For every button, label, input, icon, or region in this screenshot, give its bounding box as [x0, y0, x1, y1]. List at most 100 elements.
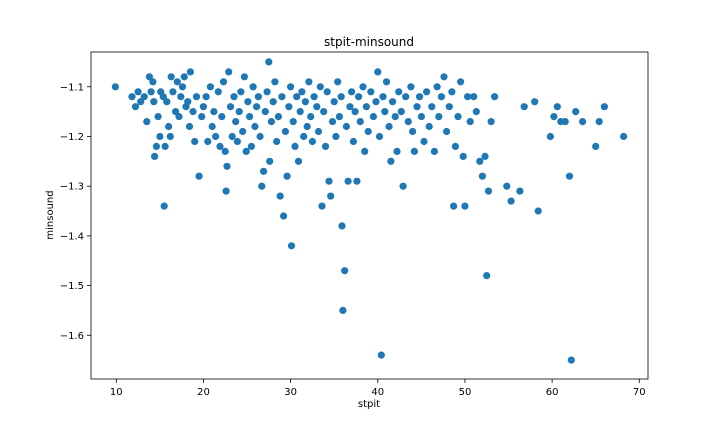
- x-axis-ticks: 10 20 30 40 50 60 70: [110, 379, 646, 398]
- data-point-61: [239, 127, 247, 136]
- data-point-101: [307, 113, 315, 121]
- data-point-48: [218, 113, 226, 121]
- data-point-142: [381, 108, 389, 116]
- data-point-43: [208, 122, 216, 131]
- data-point-181: [472, 108, 480, 116]
- data-point-5: [140, 93, 148, 101]
- data-point-100: [305, 78, 313, 86]
- data-point-171: [448, 88, 456, 96]
- data-point-39: [199, 103, 207, 111]
- data-point-85: [280, 212, 288, 220]
- data-point-40: [202, 93, 210, 101]
- data-point-157: [413, 103, 421, 111]
- data-point-92: [291, 142, 299, 150]
- data-point-131: [359, 83, 367, 91]
- data-point-182: [476, 157, 484, 165]
- data-point-155: [409, 127, 417, 136]
- data-point-146: [389, 98, 397, 106]
- data-point-199: [561, 118, 569, 126]
- data-point-28: [178, 83, 187, 91]
- data-point-58: [233, 137, 241, 146]
- data-point-113: [328, 118, 337, 126]
- x-tick-label: 60: [546, 387, 559, 398]
- data-point-150: [397, 108, 405, 116]
- data-point-23: [169, 88, 177, 96]
- data-point-106: [316, 83, 324, 91]
- data-point-177: [461, 202, 469, 210]
- data-point-127: [351, 108, 359, 116]
- data-point-19: [163, 98, 171, 106]
- data-point-60: [237, 88, 245, 96]
- data-point-119: [338, 222, 346, 230]
- data-point-68: [251, 122, 259, 131]
- data-point-37: [195, 172, 203, 180]
- data-point-70: [254, 93, 262, 101]
- data-point-169: [443, 127, 451, 136]
- data-point-91: [289, 118, 297, 126]
- data-point-163: [428, 103, 436, 111]
- data-point-165: [433, 83, 441, 91]
- data-point-97: [300, 132, 308, 141]
- data-point-172: [450, 202, 458, 210]
- data-point-7: [145, 73, 153, 81]
- data-point-6: [143, 118, 151, 126]
- data-point-200: [565, 172, 574, 180]
- data-point-130: [356, 118, 364, 126]
- data-point-183: [478, 172, 486, 180]
- data-point-194: [534, 207, 542, 215]
- y-tick-label: −1.6: [60, 331, 84, 342]
- data-point-104: [313, 103, 321, 111]
- x-tick-label: 50: [459, 387, 472, 398]
- data-point-204: [592, 142, 600, 150]
- x-tick-label: 20: [197, 387, 210, 398]
- data-point-8: [147, 88, 155, 96]
- data-point-10: [150, 98, 158, 106]
- data-point-74: [261, 108, 269, 116]
- data-point-164: [430, 147, 438, 155]
- data-point-107: [318, 202, 326, 210]
- data-point-168: [440, 73, 448, 81]
- data-point-27: [177, 93, 185, 101]
- data-point-108: [320, 108, 328, 116]
- data-point-83: [276, 192, 284, 200]
- data-point-50: [221, 147, 229, 155]
- data-point-174: [454, 113, 462, 121]
- data-point-54: [226, 103, 235, 111]
- data-point-64: [244, 98, 252, 106]
- data-point-122: [342, 122, 350, 131]
- data-point-87: [283, 172, 291, 180]
- data-point-42: [206, 83, 214, 91]
- data-point-166: [435, 113, 443, 121]
- data-point-162: [425, 122, 433, 131]
- data-point-20: [165, 122, 173, 131]
- data-point-137: [372, 98, 380, 106]
- data-point-117: [335, 113, 343, 121]
- data-point-35: [191, 137, 199, 146]
- data-point-17: [160, 202, 168, 210]
- data-point-111: [325, 177, 333, 185]
- data-point-86: [281, 127, 289, 136]
- x-tick-label: 70: [633, 387, 646, 398]
- data-point-41: [204, 137, 212, 146]
- data-point-89: [287, 83, 295, 91]
- data-point-151: [399, 182, 407, 190]
- data-point-173: [451, 142, 459, 150]
- data-point-134: [364, 127, 372, 136]
- data-point-144: [385, 122, 393, 131]
- y-tick-label: −1.2: [60, 132, 84, 143]
- data-point-46: [214, 88, 222, 96]
- data-point-143: [382, 78, 391, 86]
- x-axis-label: stpit: [358, 399, 380, 410]
- data-point-109: [321, 142, 330, 150]
- data-point-186: [484, 187, 493, 195]
- data-point-161: [423, 88, 431, 96]
- data-point-192: [520, 103, 528, 111]
- data-point-45: [212, 132, 220, 141]
- data-point-201: [567, 356, 575, 364]
- data-point-203: [579, 118, 587, 126]
- data-point-112: [327, 192, 335, 200]
- data-point-80: [271, 78, 279, 86]
- data-point-33: [186, 68, 194, 76]
- data-point-126: [349, 137, 357, 146]
- data-point-93: [293, 93, 301, 101]
